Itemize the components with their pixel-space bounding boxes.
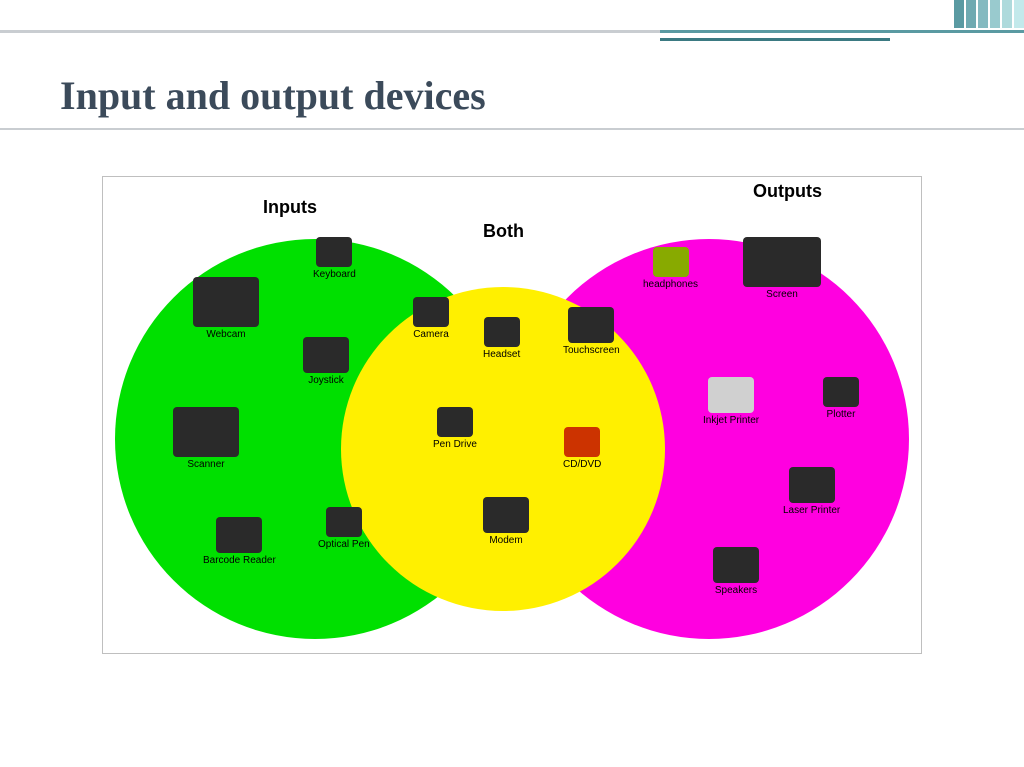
device-label: Pen Drive bbox=[433, 439, 477, 450]
venn-diagram: Inputs Both Outputs Keyboard Webcam Joystick S… bbox=[103, 177, 921, 653]
deco-block bbox=[954, 0, 964, 28]
device-icon bbox=[216, 517, 262, 553]
device-icon bbox=[303, 337, 349, 373]
device-label: Camera bbox=[413, 329, 449, 340]
deco-line-3 bbox=[660, 30, 1024, 33]
title-underline bbox=[0, 128, 1024, 130]
device-headset: Headset bbox=[483, 317, 520, 360]
device-screen: Screen bbox=[743, 237, 821, 300]
device-icon bbox=[789, 467, 835, 503]
device-barcode-reader: Barcode Reader bbox=[203, 517, 276, 566]
device-scanner: Scanner bbox=[173, 407, 239, 470]
deco-line-1 bbox=[0, 30, 660, 33]
device-icon bbox=[713, 547, 759, 583]
device-icon bbox=[823, 377, 859, 407]
device-speakers: Speakers bbox=[713, 547, 759, 596]
device-icon bbox=[173, 407, 239, 457]
device-touchscreen: Touchscreen bbox=[563, 307, 620, 356]
device-label: CD/DVD bbox=[563, 459, 601, 470]
deco-line-2 bbox=[660, 38, 890, 41]
device-icon bbox=[413, 297, 449, 327]
device-laser-printer: Laser Printer bbox=[783, 467, 840, 516]
device-headphones: headphones bbox=[643, 247, 698, 290]
device-icon bbox=[193, 277, 259, 327]
section-title-outputs: Outputs bbox=[753, 181, 822, 202]
device-modem: Modem bbox=[483, 497, 529, 546]
deco-block bbox=[966, 0, 976, 28]
device-icon bbox=[743, 237, 821, 287]
device-camera: Camera bbox=[413, 297, 449, 340]
device-icon bbox=[316, 237, 352, 267]
device-optical-pen: Optical Pen bbox=[318, 507, 370, 550]
device-label: Scanner bbox=[173, 459, 239, 470]
device-label: Modem bbox=[483, 535, 529, 546]
device-icon bbox=[568, 307, 614, 343]
device-icon bbox=[708, 377, 754, 413]
device-keyboard: Keyboard bbox=[313, 237, 356, 280]
device-label: Joystick bbox=[303, 375, 349, 386]
header-decoration bbox=[0, 0, 1024, 40]
device-label: Barcode Reader bbox=[203, 555, 276, 566]
device-label: Webcam bbox=[193, 329, 259, 340]
device-label: Keyboard bbox=[313, 269, 356, 280]
device-plotter: Plotter bbox=[823, 377, 859, 420]
deco-block bbox=[978, 0, 988, 28]
section-title-inputs: Inputs bbox=[263, 197, 317, 218]
device-label: Touchscreen bbox=[563, 345, 620, 356]
device-icon bbox=[326, 507, 362, 537]
device-joystick: Joystick bbox=[303, 337, 349, 386]
device-label: Plotter bbox=[823, 409, 859, 420]
device-cd-dvd: CD/DVD bbox=[563, 427, 601, 470]
device-icon bbox=[564, 427, 600, 457]
slide-title: Input and output devices bbox=[60, 72, 486, 119]
deco-block bbox=[1002, 0, 1012, 28]
device-icon bbox=[437, 407, 473, 437]
venn-diagram-frame: Inputs Both Outputs Keyboard Webcam Joystick S… bbox=[102, 176, 922, 654]
device-inkjet-printer: Inkjet Printer bbox=[703, 377, 759, 426]
deco-block bbox=[1014, 0, 1024, 28]
device-label: Headset bbox=[483, 349, 520, 360]
device-label: Inkjet Printer bbox=[703, 415, 759, 426]
device-pen-drive: Pen Drive bbox=[433, 407, 477, 450]
deco-block bbox=[990, 0, 1000, 28]
device-label: Optical Pen bbox=[318, 539, 370, 550]
device-icon bbox=[484, 317, 520, 347]
deco-blocks bbox=[954, 0, 1024, 28]
device-icon bbox=[483, 497, 529, 533]
device-label: headphones bbox=[643, 279, 698, 290]
device-label: Speakers bbox=[713, 585, 759, 596]
device-label: Screen bbox=[743, 289, 821, 300]
section-title-both: Both bbox=[483, 221, 524, 242]
device-webcam: Webcam bbox=[193, 277, 259, 340]
device-label: Laser Printer bbox=[783, 505, 840, 516]
device-icon bbox=[653, 247, 689, 277]
